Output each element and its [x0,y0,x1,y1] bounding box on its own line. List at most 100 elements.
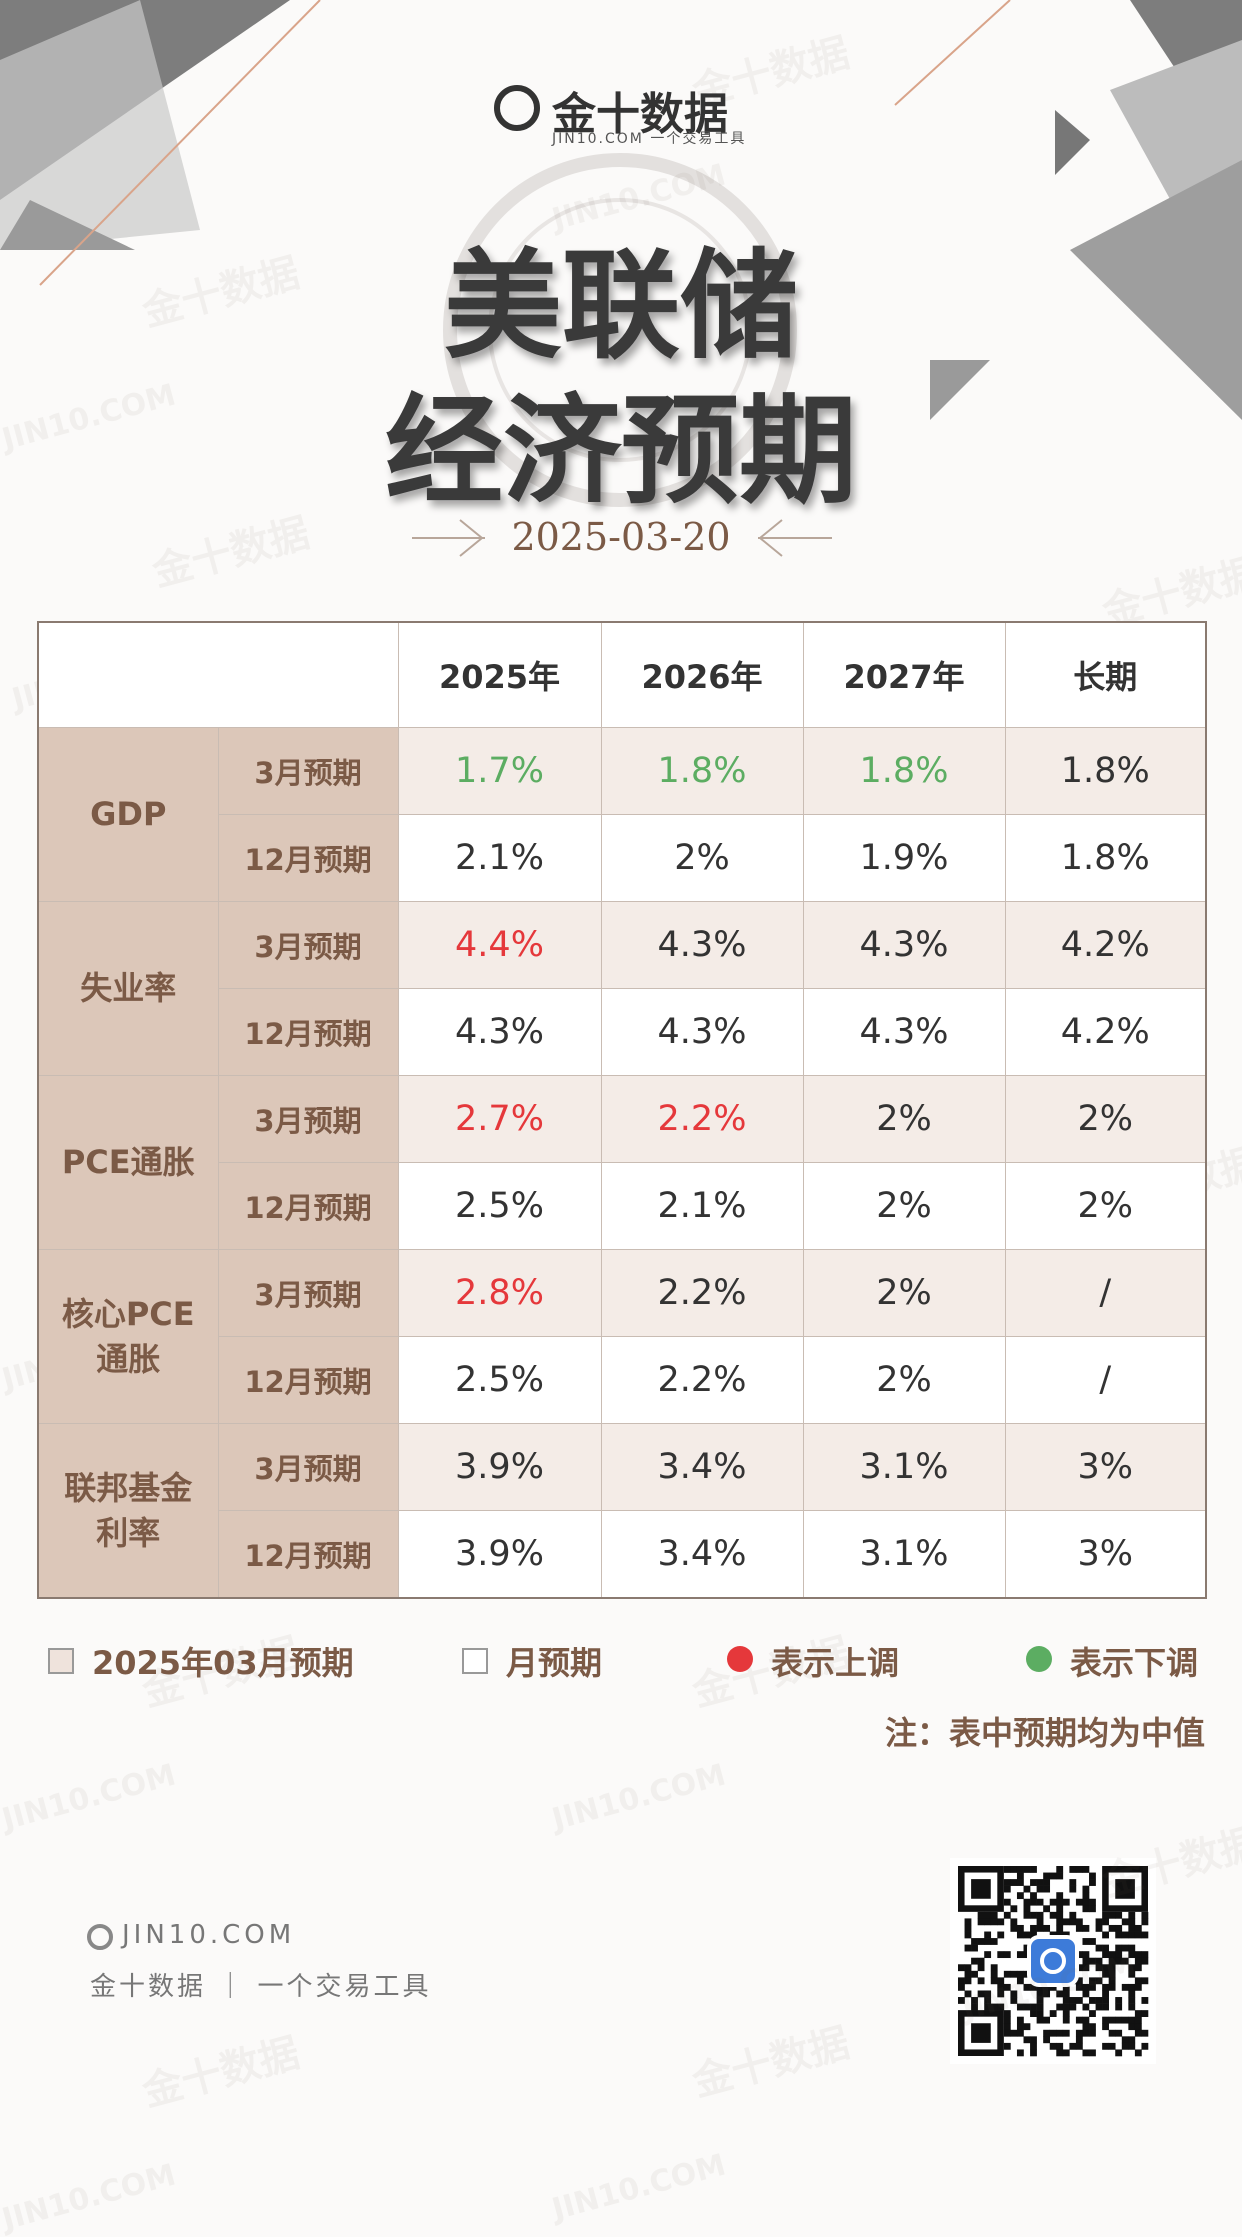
corner-cell [37,621,399,728]
qr-module [1075,1977,1083,1985]
qr-module [1003,1983,1011,1991]
qr-module [958,1983,965,1991]
qr-module [1121,1983,1129,1991]
qr-module [1043,1885,1051,1893]
qr-module [1102,1931,1109,1939]
qr-module [1102,1951,1109,1959]
row-label: 12月预期 [217,814,399,902]
qr-module [971,1957,978,1965]
value-cell: 4.3% [802,901,1006,989]
footer-line: 金十数据 ｜ 一个交易工具 [90,1972,432,2002]
table-row: 12月预期 2.5% 2.2% 2% / [38,1336,1207,1424]
qr-module [977,1918,985,1926]
qr-module [1082,1990,1090,1998]
qr-module [1043,1905,1051,1913]
qr-module [1030,2003,1037,2011]
qr-module [1069,2042,1077,2050]
legend-label: 表示下调 [1070,1644,1199,1682]
qr-module [1023,1944,1031,1952]
qr-module [1128,2023,1136,2031]
qr-finder [958,2010,1004,2057]
legend-label: 表示上调 [771,1644,900,1682]
qr-module [1016,2016,1024,2024]
qr-module [997,2003,1005,2011]
value-cell: 4.4% [397,901,602,989]
qr-module [1016,2023,1024,2031]
value-cell: 3.9% [397,1510,602,1599]
qr-module [1134,1924,1142,1932]
qr-module [1069,1918,1077,1926]
qr-module [1075,1898,1083,1906]
value-cell: 2% [802,1249,1006,1337]
qr-module [1089,2023,1096,2031]
qr-module [997,1977,1005,1985]
qr-module [984,1951,992,1959]
qr-module [1016,1970,1024,1978]
qr-module [1030,1924,1037,1932]
value-cell: 4.3% [600,901,804,989]
triangle [0,0,200,250]
value-cell: 2.2% [600,1249,804,1337]
qr-module [990,1964,998,1972]
qr-module [1108,1911,1116,1919]
qr-module [1062,2049,1070,2057]
qr-module [1108,1964,1116,1972]
qr-code [950,1858,1156,2064]
column-header: 2027年 [802,621,1006,728]
title-line: 美联储 [443,236,798,375]
triangle [930,360,990,420]
date-rule [459,519,484,557]
row-label: 3月预期 [217,1075,399,1163]
qr-module [1128,1964,1136,1972]
qr-module [1062,1898,1070,1906]
watermark: JIN10.COM [548,2147,730,2228]
value-cell: 4.2% [1004,901,1207,989]
qr-module [1121,2016,1129,2024]
qr-module [1056,1892,1064,1900]
value-cell: 4.3% [397,988,602,1076]
row-label: 12月预期 [217,988,399,1076]
group-label: 核心PCE通胀 [37,1249,219,1424]
qr-module [984,1931,992,1939]
qr-module [1115,1997,1123,2004]
date-rule [758,519,783,557]
qr-module [1016,1924,1024,1932]
qr-module [1075,2036,1083,2044]
qr-module [1036,2010,1044,2017]
qr-module [997,1951,1005,1959]
qr-module [1075,2016,1083,2024]
qr-module [1095,2003,1103,2011]
qr-module [1082,1964,1090,1972]
qr-module [1121,1957,1129,1965]
qr-module [1089,1997,1096,2004]
qr-module [1062,2003,1070,2011]
qr-module [1089,1977,1096,1985]
qr-module [1036,1911,1044,1919]
row-label: 3月预期 [217,1423,399,1511]
qr-module [1082,1983,1090,1991]
qr-module [1108,2016,1116,2024]
qr-module [1082,1885,1090,1893]
legend-marker [48,1648,74,1674]
qr-module [1003,1951,1011,1959]
qr-module [1115,1911,1123,1919]
qr-module [1141,2042,1149,2050]
qr-module [1095,1918,1103,1926]
qr-module [1062,1918,1070,1926]
qr-module [1089,1879,1096,1886]
qr-module [1102,1990,1109,1998]
value-cell: 3.9% [397,1423,602,1511]
qr-module [1108,2029,1116,2037]
row-label: 3月预期 [217,901,399,989]
value-cell: 2.5% [397,1336,602,1424]
qr-module [1128,2042,1136,2050]
qr-module [1141,1918,1149,1926]
qr-module [990,1911,998,1919]
qr-module [1069,2003,1077,2011]
qr-module [1082,1951,1090,1959]
qr-module [964,1931,972,1939]
qr-module [1003,1885,1011,1893]
qr-module [1128,1918,1136,1926]
qr-module [1075,1951,1083,1959]
qr-module [1049,2029,1057,2037]
